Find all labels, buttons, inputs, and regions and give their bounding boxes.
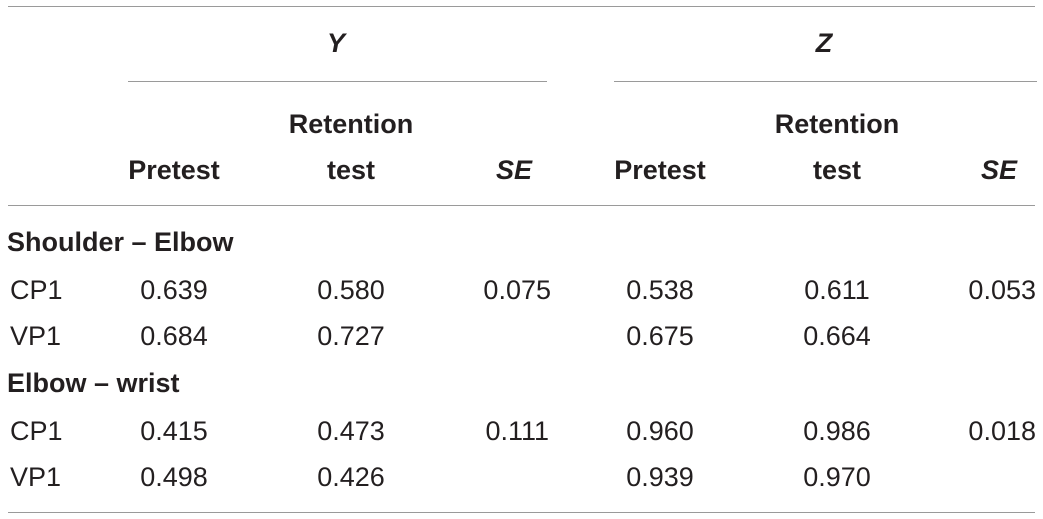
col-header-y-retention-line2: test bbox=[326, 155, 376, 185]
cell-y-pretest: 0.684 bbox=[140, 321, 208, 351]
cell-y-pretest: 0.639 bbox=[140, 275, 208, 305]
cell-z-se: 0.018 bbox=[968, 416, 1036, 446]
cell-y-se: 0.075 bbox=[483, 275, 551, 305]
cell-y-pretest: 0.498 bbox=[140, 462, 208, 492]
cell-z-pretest: 0.538 bbox=[626, 275, 694, 305]
col-header-z-retention-line1: Retention bbox=[774, 109, 900, 139]
section-title-shoulder-elbow: Shoulder – Elbow bbox=[7, 227, 234, 257]
group-header-z: Z bbox=[815, 28, 833, 58]
row-label: CP1 bbox=[10, 275, 63, 305]
cell-z-retention: 0.611 bbox=[804, 275, 870, 305]
cell-y-se: 0.111 bbox=[485, 416, 549, 446]
col-header-z-retention-line2: test bbox=[812, 155, 862, 185]
top-rule bbox=[8, 6, 1035, 7]
cell-z-retention: 0.986 bbox=[803, 416, 871, 446]
cell-z-retention: 0.970 bbox=[803, 462, 871, 492]
row-label: CP1 bbox=[10, 416, 63, 446]
row-label: VP1 bbox=[10, 462, 62, 492]
cell-z-pretest: 0.939 bbox=[626, 462, 694, 492]
bottom-rule bbox=[8, 512, 1035, 513]
col-header-y-pretest: Pretest bbox=[128, 155, 220, 185]
row-label: VP1 bbox=[10, 321, 62, 351]
cell-z-pretest: 0.675 bbox=[626, 321, 694, 351]
y-group-rule bbox=[128, 81, 547, 82]
group-header-y: Y bbox=[326, 28, 346, 58]
col-header-y-se: SE bbox=[495, 155, 533, 185]
cell-y-retention: 0.727 bbox=[317, 321, 385, 351]
z-group-rule bbox=[614, 81, 1037, 82]
col-header-z-se: SE bbox=[980, 155, 1018, 185]
col-header-z-pretest: Pretest bbox=[614, 155, 706, 185]
section-title-elbow-wrist: Elbow – wrist bbox=[7, 368, 180, 398]
cell-y-retention: 0.426 bbox=[317, 462, 385, 492]
header-rule bbox=[8, 205, 1035, 206]
col-header-y-retention-line1: Retention bbox=[288, 109, 414, 139]
cell-y-pretest: 0.415 bbox=[140, 416, 208, 446]
cell-y-retention: 0.580 bbox=[317, 275, 385, 305]
cell-y-retention: 0.473 bbox=[317, 416, 385, 446]
cell-z-retention: 0.664 bbox=[803, 321, 871, 351]
cell-z-se: 0.053 bbox=[968, 275, 1036, 305]
cell-z-pretest: 0.960 bbox=[626, 416, 694, 446]
